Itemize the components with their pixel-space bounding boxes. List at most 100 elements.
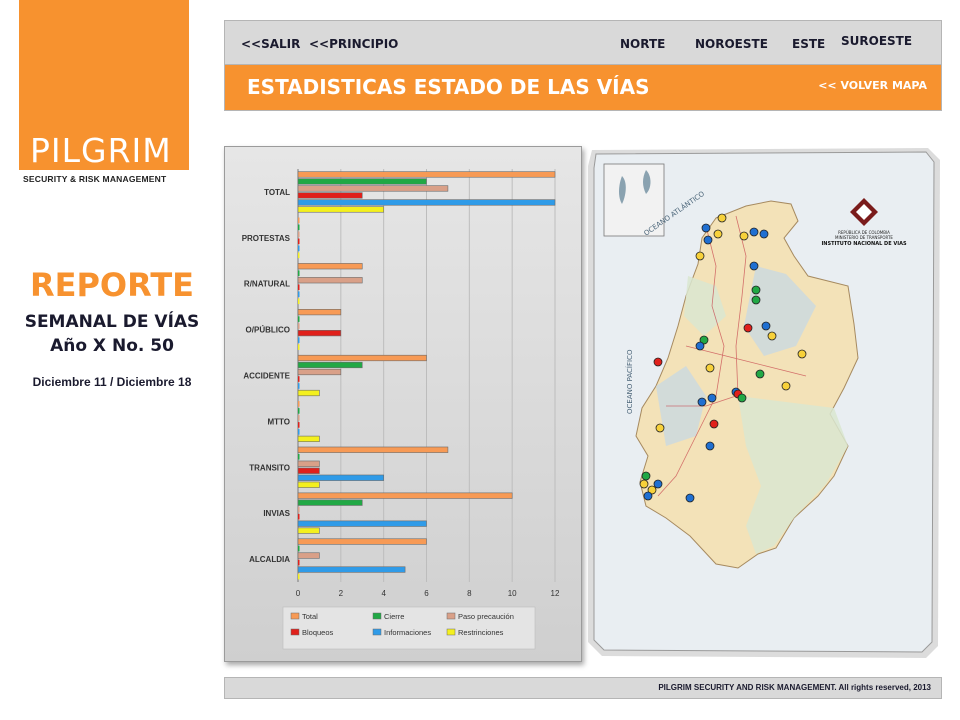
footer-copyright: PILGRIM SECURITY AND RISK MANAGEMENT. Al… [658, 683, 931, 692]
chart-bar [298, 559, 300, 566]
map-marker-yellow[interactable] [713, 229, 723, 239]
chart-category-label: TOTAL [264, 188, 290, 197]
chart-bar [298, 415, 300, 421]
map-marker-blue[interactable] [695, 341, 705, 351]
chart-bar [298, 224, 300, 231]
chart-bar [297, 263, 363, 270]
map-marker-yellow[interactable] [739, 231, 749, 241]
ocean-pacific-label: OCEANO PACÍFICO [625, 349, 634, 414]
chart-category-label: PROTESTAS [242, 234, 291, 243]
map-marker-blue[interactable] [685, 493, 695, 503]
bar-chart: TOTAL PROTESTAS R/NATURAL O/PÚBLICO ACCIDENT… [225, 147, 581, 661]
chart-bar [297, 481, 320, 488]
map-marker-yellow[interactable] [767, 331, 777, 341]
chart-legend-label: Paso precaución [458, 612, 514, 621]
map-marker-green[interactable] [755, 369, 765, 379]
chart-bar [298, 383, 300, 389]
chart-bar [298, 506, 300, 513]
map-marker-blue[interactable] [707, 393, 717, 403]
map-marker-blue[interactable] [759, 229, 769, 239]
chart-bar [298, 337, 300, 343]
chart-bar [297, 460, 320, 467]
map-marker-blue[interactable] [749, 227, 759, 237]
chart-bar [298, 284, 300, 291]
map-marker-green[interactable] [751, 295, 761, 305]
chart-bar [298, 298, 300, 305]
map-marker-yellow[interactable] [695, 251, 705, 261]
page-title: ESTADISTICAS ESTADO DE LAS VÍAS [247, 75, 650, 99]
brand-logo-text: PILGRIM [30, 131, 172, 170]
map-marker-yellow[interactable] [781, 381, 791, 391]
chart-bar [297, 368, 342, 376]
map-marker-yellow[interactable] [797, 349, 807, 359]
chart-bar [297, 389, 320, 397]
map-marker-blue[interactable] [653, 479, 663, 489]
nav-salir-link[interactable]: <<SALIR [241, 37, 301, 51]
chart-category-label: R/NATURAL [244, 280, 290, 289]
map-marker-green[interactable] [751, 285, 761, 295]
chart-legend-swatch [446, 612, 456, 620]
map-marker-yellow[interactable] [647, 485, 657, 495]
map-marker-blue[interactable] [643, 491, 653, 501]
chart-bar [298, 429, 300, 435]
chart-category-label: INVIAS [263, 509, 290, 518]
chart-bar [298, 513, 300, 520]
chart-bar [298, 252, 300, 259]
map-marker-blue[interactable] [749, 261, 759, 271]
map-marker-red[interactable] [653, 357, 663, 367]
back-to-map-link[interactable]: << VOLVER MAPA [818, 79, 927, 92]
chart-category-label: TRANSITO [249, 463, 290, 472]
chart-tick-label: 6 [424, 589, 429, 598]
nav-noroeste-link[interactable]: NOROESTE [695, 37, 768, 51]
nav-norte-link[interactable]: NORTE [620, 37, 666, 51]
chart-bar [297, 185, 449, 192]
inst-line3: INSTITUTO NACIONAL DE VIAS [821, 241, 907, 247]
brand-tagline: SECURITY & RISK MANAGEMENT [23, 174, 167, 184]
chart-category-label: ACCIDENTE [243, 372, 290, 381]
title-bar: ESTADISTICAS ESTADO DE LAS VÍAS << VOLVE… [224, 65, 942, 111]
map-marker-green[interactable] [737, 393, 747, 403]
chart-bar [297, 467, 320, 474]
chart-bar [298, 217, 300, 224]
chart-legend-swatch [290, 612, 300, 620]
chart-bar [298, 323, 300, 329]
map-marker-blue[interactable] [701, 223, 711, 233]
nav-suroeste-link[interactable]: SUROESTE [841, 34, 913, 48]
report-dates: Diciembre 11 / Diciembre 18 [32, 375, 192, 389]
nav-este-link[interactable]: ESTE [792, 37, 826, 51]
nav-principio-link[interactable]: <<PRINCIPIO [309, 37, 399, 51]
map-marker-red[interactable] [743, 323, 753, 333]
chart-bar [298, 238, 300, 245]
map-marker-yellow[interactable] [705, 363, 715, 373]
chart-bar [298, 291, 300, 298]
map-marker-blue[interactable] [697, 397, 707, 407]
chart-category-label: MTTO [267, 417, 290, 426]
map-marker-red[interactable] [709, 419, 719, 429]
chart-bar [297, 492, 513, 499]
chart-tick-label: 12 [551, 589, 560, 598]
map-marker-green[interactable] [641, 471, 651, 481]
chart-bar [297, 277, 363, 284]
chart-legend-label: Informaciones [384, 628, 431, 637]
chart-bar [298, 316, 300, 322]
chart-bar [297, 552, 320, 559]
map-marker-blue[interactable] [705, 441, 715, 451]
chart-bar [298, 453, 300, 460]
map-marker-blue[interactable] [761, 321, 771, 331]
chart-bar [297, 566, 406, 573]
map-marker-blue[interactable] [703, 235, 713, 245]
map-panel: OCEANO ATLÁNTICO OCEANO PACÍFICO REPÚBLI… [586, 146, 942, 660]
chart-legend-swatch [372, 612, 382, 620]
map-marker-yellow[interactable] [639, 479, 649, 489]
chart-bar [297, 206, 384, 213]
report-subtitle-line1: SEMANAL DE VÍAS [24, 312, 200, 332]
map-marker-green[interactable] [699, 335, 709, 345]
colombia-road-map: OCEANO ATLÁNTICO OCEANO PACÍFICO REPÚBLI… [588, 148, 940, 658]
chart-bar [297, 199, 556, 206]
chart-legend-swatch [290, 628, 300, 636]
chart-bar [297, 309, 342, 316]
brand-logo-block: PILGRIM [19, 0, 189, 170]
chart-bar [297, 171, 556, 178]
map-marker-yellow[interactable] [717, 213, 727, 223]
map-marker-yellow[interactable] [655, 423, 665, 433]
